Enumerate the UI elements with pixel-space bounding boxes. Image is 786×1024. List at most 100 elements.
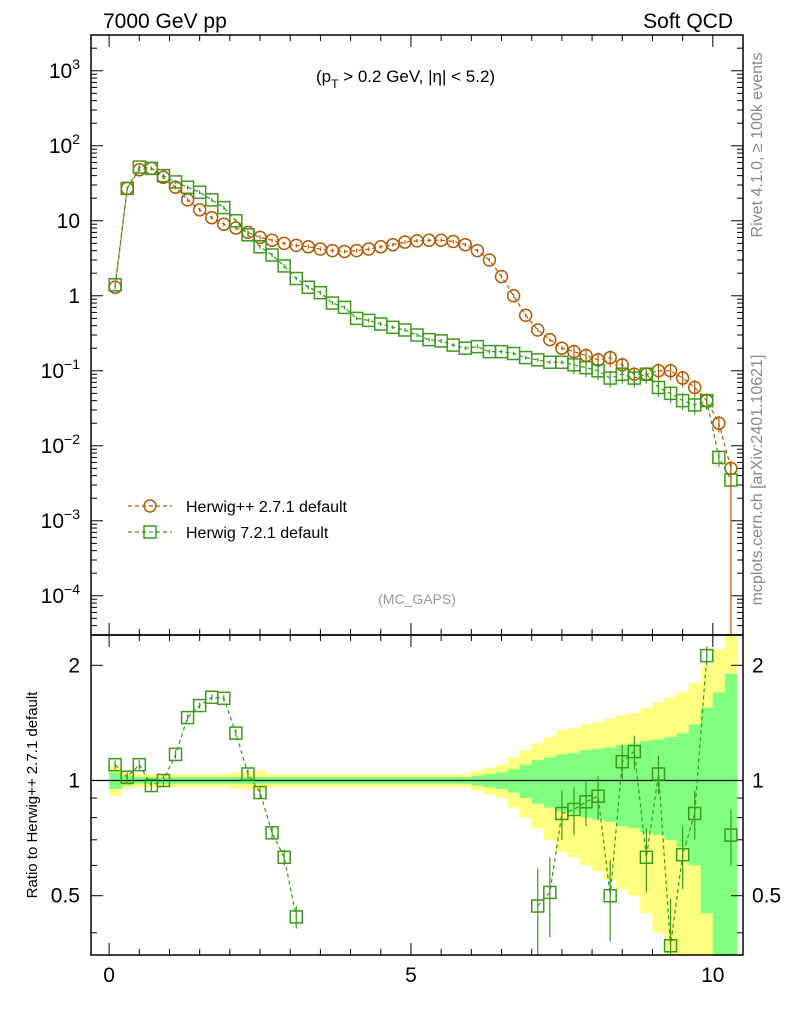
legend-label-herwigpp: Herwig++ 2.7.1 default — [186, 499, 348, 516]
series-point-herwigpp — [663, 364, 678, 378]
header-right: Soft QCD — [643, 10, 733, 33]
cut-subscript: T — [331, 77, 339, 91]
cut-prefix: (p — [316, 67, 331, 86]
ratio-point — [241, 767, 255, 781]
series-point-herwig7 — [229, 214, 243, 228]
ratio-point — [627, 744, 642, 759]
ratio-band-green — [616, 744, 629, 827]
ratio-point — [591, 789, 605, 803]
legend-label-herwig7: Herwig 7.2.1 default — [186, 525, 329, 542]
legend-marker-herwig7 — [143, 525, 157, 539]
ratio-panel: 0.5 0.5 1 1 2 2 — [51, 635, 781, 955]
ratio-point — [663, 939, 678, 953]
ratio-point — [192, 698, 207, 713]
ratio-point — [567, 802, 581, 817]
ratio-point — [603, 888, 617, 903]
ratio-band-green — [640, 740, 653, 833]
ratio-point — [132, 757, 147, 772]
ratio-point — [217, 691, 231, 706]
series-point-herwig7 — [241, 228, 255, 242]
series-point-herwigpp — [482, 253, 497, 267]
y-tick-exponent: 3 — [72, 56, 80, 72]
ratio-ylabel: Ratio to Herwig++ 2.7.1 default — [24, 691, 41, 899]
ratio-y-tick-label: 2 — [68, 654, 80, 677]
y-tick-base: 10 — [41, 510, 64, 533]
ratio-point — [651, 767, 666, 781]
series-point-herwig7 — [700, 393, 714, 408]
series-point-herwig7 — [289, 271, 304, 286]
ratio-y-tick-label-right: 2 — [752, 654, 764, 677]
ratio-point — [168, 747, 183, 762]
series-point-herwigpp — [712, 416, 726, 430]
ratio-point — [229, 726, 243, 740]
ratio-band-green — [712, 692, 726, 955]
x-tick-label: 5 — [405, 964, 417, 987]
analysis-label: (MC_GAPS) — [378, 591, 456, 607]
ratio-band-green — [555, 754, 569, 812]
series-point-herwigpp — [192, 203, 207, 217]
y-tick-base: 10 — [49, 60, 72, 83]
series-point-herwig7 — [217, 200, 231, 215]
ratio-band-green — [628, 743, 641, 829]
y-tick-exponent: −3 — [64, 506, 80, 522]
ratio-point — [724, 828, 738, 842]
series-point-herwig7 — [108, 278, 122, 292]
series-point-herwigpp — [204, 210, 219, 225]
ratio-point — [265, 826, 279, 840]
legend: Herwig++ 2.7.1 default Herwig 7.2.1 defa… — [128, 499, 348, 542]
y-tick-label: 10−4 — [41, 581, 81, 608]
series-point-herwigpp — [470, 243, 485, 258]
series-point-herwig7 — [253, 240, 267, 254]
ratio-band-green — [567, 753, 581, 814]
series-point-herwigpp — [687, 380, 702, 395]
ratio-point — [530, 899, 545, 913]
ratio-series-line — [114, 696, 297, 918]
series-point-herwigpp — [555, 341, 569, 355]
series-point-herwig7 — [144, 161, 159, 176]
ratio-band-green — [676, 733, 690, 848]
y-tick-label: 103 — [49, 56, 80, 83]
ratio-point — [277, 850, 291, 865]
series-point-herwig7 — [663, 386, 678, 401]
y-tick-label: 10−1 — [41, 356, 81, 383]
ratio-point — [120, 770, 134, 784]
series-point-herwig7 — [277, 259, 291, 273]
mcplots-label: mcplots.cern.ch [arXiv:2401.10621] — [749, 355, 766, 606]
series-point-herwig7 — [192, 185, 207, 200]
ratio-point — [156, 773, 171, 788]
series-point-herwig7 — [313, 285, 328, 300]
y-tick-base: 10 — [41, 360, 64, 383]
ratio-point — [253, 785, 267, 800]
y-tick-label: 1 — [68, 285, 80, 308]
series-point-herwigpp — [603, 350, 617, 365]
series-point-herwig7 — [591, 364, 605, 378]
ratio-band-green — [700, 707, 714, 914]
y-tick-label: 10−2 — [41, 431, 81, 458]
series-point-herwig7 — [265, 248, 279, 262]
series-point-herwigpp — [494, 269, 509, 284]
series-point-herwig7 — [120, 181, 134, 196]
series-point-herwig7 — [337, 300, 352, 315]
ratio-point — [543, 885, 557, 900]
ratio-band-green — [664, 736, 678, 840]
y-tick-exponent: −2 — [64, 431, 80, 447]
rivet-version-label: Rivet 4.1.0, ≥ 100k events — [749, 53, 766, 238]
series-point-herwigpp — [446, 234, 460, 249]
y-tick-label: 102 — [49, 131, 80, 158]
y-tick-exponent: −4 — [64, 581, 80, 597]
series-point-herwig7 — [204, 193, 219, 207]
series-point-herwig7 — [712, 450, 726, 465]
ratio-y-tick-label-right: 1 — [752, 770, 764, 793]
series-point-herwig7 — [639, 367, 654, 381]
cut-annotation: (pT > 0.2 GeV, |η| < 5.2) — [316, 67, 495, 91]
y-tick-base: 10 — [41, 585, 64, 608]
series-point-herwigpp — [675, 371, 690, 385]
ratio-band-green — [604, 747, 617, 822]
ratio-point — [289, 910, 304, 924]
ratio-y-tick-label: 0.5 — [51, 885, 80, 908]
ratio-point — [639, 850, 654, 865]
ratio-y-tick-label-right: 0.5 — [752, 885, 781, 908]
series-point-herwigpp — [530, 323, 545, 337]
ratio-point — [108, 757, 122, 772]
